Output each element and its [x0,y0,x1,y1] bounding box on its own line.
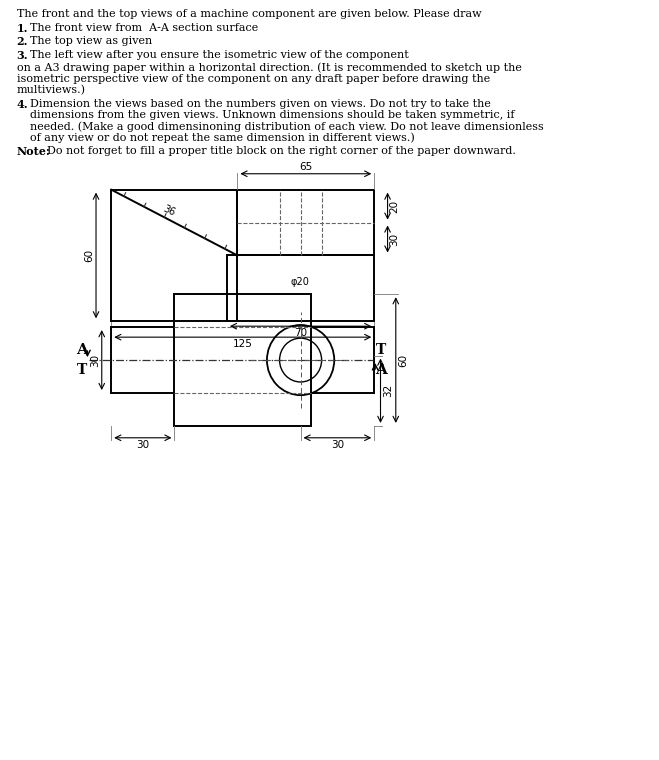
Text: 60: 60 [84,249,94,262]
Text: 30: 30 [331,440,344,450]
Text: Note:: Note: [16,147,51,157]
Text: 30: 30 [389,233,399,245]
Text: 20: 20 [389,200,399,213]
Text: 4.: 4. [16,99,28,109]
Text: A: A [375,363,387,377]
Text: 30: 30 [90,353,100,366]
Text: of any view or do not repeat the same dimension in different views.): of any view or do not repeat the same di… [30,133,415,144]
Text: The top view as given: The top view as given [30,36,152,46]
Text: 1.: 1. [16,23,28,33]
Text: φ20: φ20 [290,277,309,287]
Text: 125: 125 [233,339,252,349]
Text: Dimension the views based on the numbers given on views. Do not try to take the: Dimension the views based on the numbers… [30,99,491,109]
Text: 2.: 2. [16,36,28,47]
Bar [111,190,237,321]
Text: A: A [76,343,88,357]
Text: on a A3 drawing paper within a horizontal direction. (It is recommended to sketc: on a A3 drawing paper within a horizonta… [16,62,521,73]
Text: The front view from  A-A section surface: The front view from A-A section surface [30,23,258,33]
Text: isometric perspective view of the component on any draft paper before drawing th: isometric perspective view of the compon… [16,74,490,84]
Text: T: T [376,343,386,357]
Text: 65: 65 [299,162,312,172]
Bar [237,190,374,255]
Text: multiviews.): multiviews.) [16,85,86,96]
Text: T: T [76,363,87,377]
Text: 36: 36 [161,204,177,217]
Text: needed. (Make a good dimensinoning distribution of each view. Do not leave dimen: needed. (Make a good dimensinoning distr… [30,122,544,132]
Text: 3.: 3. [16,49,28,61]
Text: 32: 32 [384,384,393,397]
Text: 60: 60 [399,353,409,366]
Bar [227,255,374,321]
Text: Do not forget to fill a proper title block on the right corner of the paper down: Do not forget to fill a proper title blo… [47,147,516,157]
Text: 70: 70 [294,328,307,338]
Text: 30: 30 [136,440,150,450]
Text: The front and the top views of a machine component are given below. Please draw: The front and the top views of a machine… [16,9,481,19]
Bar [175,294,311,426]
Text: The left view after you ensure the isometric view of the component: The left view after you ensure the isome… [30,49,409,60]
Text: dimensions from the given views. Unknown dimensions should be taken symmetric, i: dimensions from the given views. Unknown… [30,110,515,120]
